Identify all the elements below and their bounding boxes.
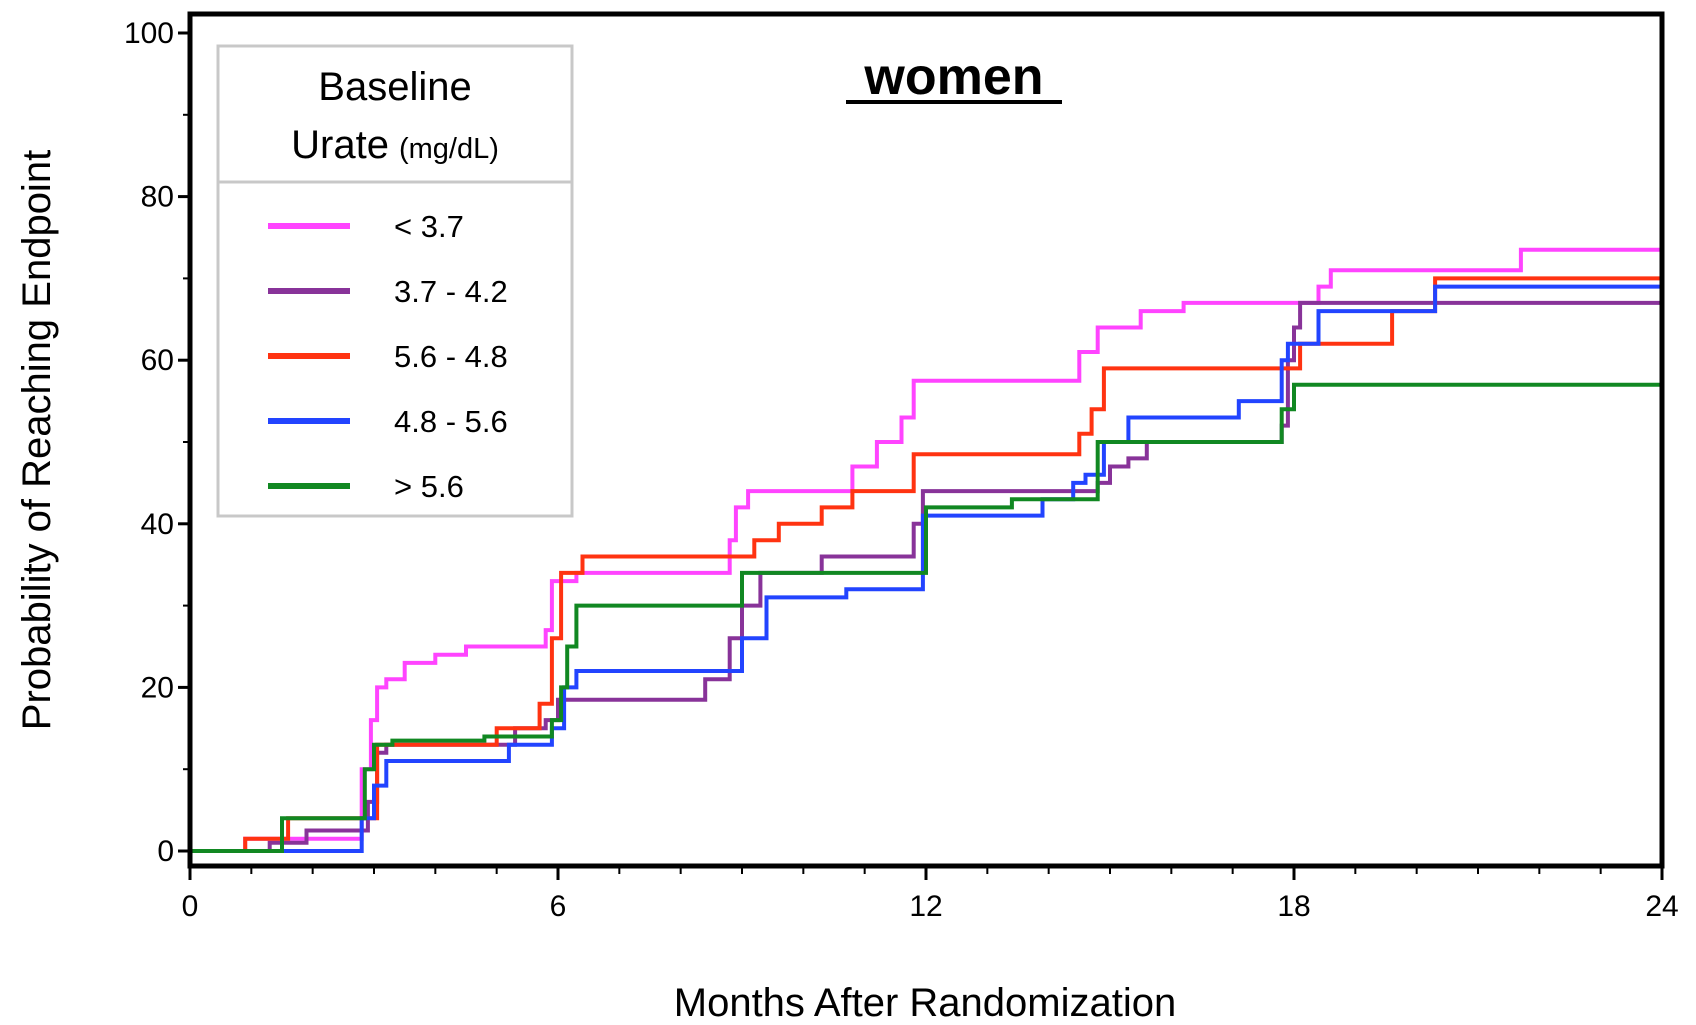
y-tick-label: 40: [141, 508, 174, 541]
x-tick-label: 12: [909, 890, 942, 923]
x-tick-label: 24: [1645, 890, 1678, 923]
x-tick-label: 6: [550, 890, 567, 923]
series-line: [190, 247, 1662, 853]
y-tick-label: 80: [141, 181, 174, 214]
chart-title: women: [863, 48, 1043, 106]
legend-label: 4.8 - 5.6: [394, 404, 508, 439]
legend-label: 5.6 - 4.8: [394, 339, 508, 374]
legend-label: < 3.7: [394, 209, 464, 244]
x-tick-label: 18: [1277, 890, 1310, 923]
y-tick-label: 100: [124, 17, 174, 50]
legend-label: 3.7 - 4.2: [394, 274, 508, 309]
legend-title-line2: Urate (mg/dL): [291, 123, 499, 167]
x-tick-label: 0: [182, 890, 199, 923]
legend-title-unit: (mg/dL): [399, 133, 499, 165]
x-axis-title: Months After Randomization: [674, 981, 1176, 1025]
legend-items: < 3.7 3.7 - 4.2 5.6 - 4.8 4.8 - 5.6 > 5.6: [268, 209, 508, 504]
y-tick-label: 60: [141, 344, 174, 377]
legend-title-urate: Urate: [291, 123, 389, 167]
y-tick-label: 20: [141, 671, 174, 704]
y-axis-title: Probability of Reaching Endpoint: [15, 150, 59, 730]
legend: Baseline Urate (mg/dL) < 3.7 3.7 - 4.2 5.6 …: [216, 44, 574, 518]
y-tick-label: 0: [157, 835, 174, 868]
legend-label: > 5.6: [394, 469, 464, 504]
y-axis: 0 20 40 60 80 100: [124, 17, 190, 868]
series-line: [190, 284, 1662, 853]
legend-title: Baseline: [318, 65, 471, 109]
series-layer: [190, 247, 1662, 853]
series-line: [190, 382, 1662, 853]
x-axis: 0 6 12 18 24: [182, 866, 1679, 923]
legend-box: [216, 44, 574, 518]
